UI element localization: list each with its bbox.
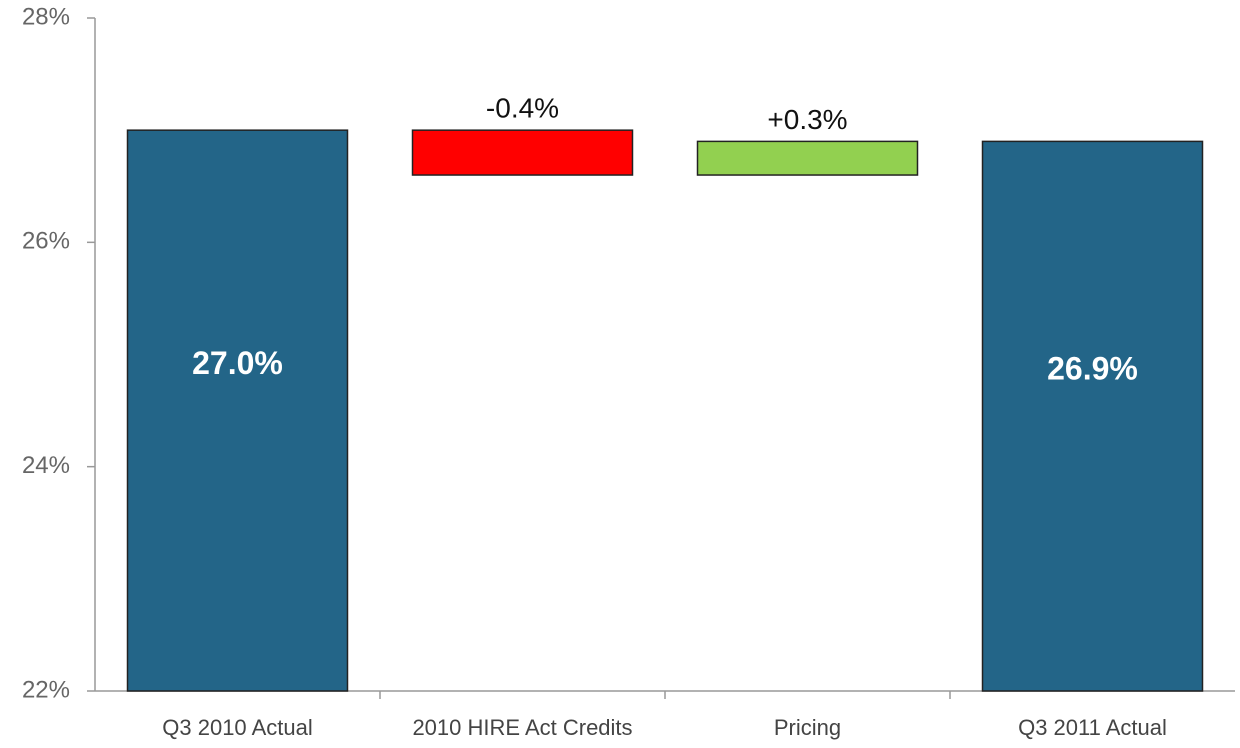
- x-tick-label: Pricing: [774, 715, 841, 740]
- value-label: -0.4%: [486, 93, 559, 124]
- value-label: +0.3%: [767, 104, 847, 135]
- value-label: 26.9%: [1047, 351, 1138, 387]
- x-tick-label: Q3 2011 Actual: [1018, 715, 1167, 740]
- y-tick-label: 26%: [22, 228, 70, 255]
- bar: [411, 129, 634, 176]
- value-label: 27.0%: [192, 345, 283, 381]
- y-tick-label: 28%: [22, 3, 70, 30]
- x-tick-label: Q3 2010 Actual: [162, 715, 312, 740]
- y-tick-label: 22%: [22, 676, 70, 703]
- bar: [126, 129, 349, 692]
- bar: [696, 140, 919, 176]
- bar: [981, 140, 1204, 692]
- x-tick-label: 2010 HIRE Act Credits: [412, 715, 632, 740]
- y-tick-label: 24%: [22, 452, 70, 479]
